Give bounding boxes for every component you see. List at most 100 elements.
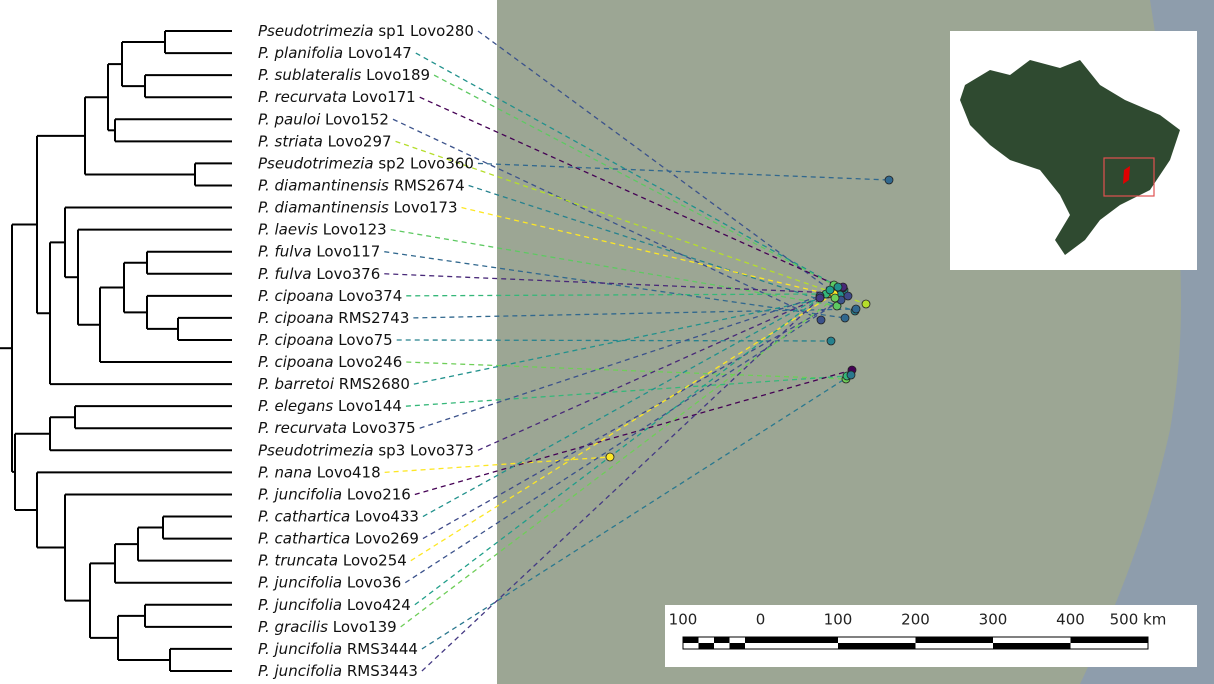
tip-label: P. pauloi Lovo152 — [258, 110, 389, 128]
scale-segment — [730, 643, 746, 649]
scale-segment — [993, 643, 1071, 649]
taxon-name: P. gracilis — [258, 617, 328, 635]
specimen: sp3 Lovo373 — [374, 441, 474, 459]
locality-point — [831, 294, 839, 302]
tip-label: P. gracilis Lovo139 — [258, 617, 397, 635]
taxon-name: P. recurvata — [258, 88, 347, 106]
scale-segment — [683, 637, 699, 643]
taxon-name: P. cipoana — [258, 330, 334, 348]
taxon-name: P. barretoi — [258, 375, 335, 393]
scale-label: 0 — [756, 611, 766, 629]
specimen: Lovo418 — [312, 463, 381, 481]
locality-point — [847, 371, 855, 379]
tip-label: P. diamantinensis RMS2674 — [258, 176, 465, 194]
locality-point — [841, 314, 849, 322]
tip-label: P. elegans Lovo144 — [258, 397, 402, 415]
specimen: Lovo433 — [350, 507, 419, 525]
taxon-name: P. fulva — [258, 242, 312, 260]
specimen: Lovo375 — [347, 419, 416, 437]
scale-bar: 1000100200300400500 km — [665, 605, 1197, 667]
scale-label: 400 — [1056, 611, 1085, 629]
taxon-name: Pseudotrimezia — [258, 22, 374, 40]
tip-label: Pseudotrimezia sp3 Lovo373 — [258, 441, 474, 459]
tip-label: P. recurvata Lovo375 — [258, 419, 416, 437]
taxon-name: P. pauloi — [258, 110, 321, 128]
specimen: Lovo376 — [312, 264, 381, 282]
tip-label: Pseudotrimezia sp2 Lovo360 — [258, 154, 474, 172]
taxon-name: P. truncata — [258, 551, 338, 569]
taxon-name: P. diamantinensis — [258, 198, 389, 216]
taxon-name: P. cipoana — [258, 353, 334, 371]
locality-point — [862, 300, 870, 308]
specimen: Lovo117 — [312, 242, 381, 260]
specimen: Lovo269 — [350, 529, 419, 547]
tip-label: P. recurvata Lovo171 — [258, 88, 416, 106]
locality-point — [816, 294, 824, 302]
scale-segment — [699, 643, 715, 649]
tip-label: P. barretoi RMS2680 — [258, 375, 410, 393]
taxon-name: P. diamantinensis — [258, 176, 389, 194]
tip-label: P. cipoana Lovo374 — [258, 286, 402, 304]
taxon-name: P. nana — [258, 463, 312, 481]
scale-segment — [838, 643, 916, 649]
taxon-name: P. juncifolia — [258, 595, 342, 613]
tip-label: P. sublateralis Lovo189 — [258, 66, 430, 84]
taxon-name: Pseudotrimezia — [258, 441, 374, 459]
tip-label: P. cipoana Lovo75 — [258, 330, 393, 348]
specimen: Lovo297 — [323, 132, 392, 150]
tip-label: P. cipoana Lovo246 — [258, 353, 402, 371]
specimen: Lovo424 — [342, 595, 411, 613]
tip-label: P. cathartica Lovo433 — [258, 507, 419, 525]
taxon-name: P. striata — [258, 132, 323, 150]
taxon-name: P. juncifolia — [258, 485, 342, 503]
specimen: RMS2680 — [334, 375, 410, 393]
scale-label: 200 — [901, 611, 930, 629]
specimen: Lovo139 — [328, 617, 397, 635]
specimen: Lovo246 — [334, 353, 403, 371]
taxon-name: P. juncifolia — [258, 573, 342, 591]
locality-point — [852, 305, 860, 313]
specimen: Lovo36 — [342, 573, 401, 591]
specimen: Lovo147 — [343, 44, 412, 62]
inset-map — [950, 31, 1197, 270]
specimen: sp2 Lovo360 — [374, 154, 474, 172]
tip-label: P. planifolia Lovo147 — [258, 44, 412, 62]
specimen: Lovo189 — [361, 66, 430, 84]
specimen: Lovo171 — [347, 88, 416, 106]
scale-segment — [916, 637, 994, 643]
locality-point — [827, 337, 835, 345]
scale-label: 100 — [669, 611, 698, 629]
tip-label: P. striata Lovo297 — [258, 132, 392, 150]
tip-label: P. juncifolia Lovo424 — [258, 595, 411, 613]
taxon-name: P. elegans — [258, 397, 333, 415]
scale-segment — [761, 637, 839, 643]
specimen: Lovo173 — [389, 198, 458, 216]
taxon-name: P. cipoana — [258, 286, 334, 304]
specimen: Lovo123 — [318, 220, 387, 238]
tip-label: P. juncifolia RMS3443 — [258, 662, 418, 680]
tip-label: P. fulva Lovo376 — [258, 264, 380, 282]
scale-segment — [745, 637, 761, 643]
taxon-name: P. juncifolia — [258, 662, 342, 680]
locality-point — [606, 453, 614, 461]
taxon-name: P. cathartica — [258, 529, 350, 547]
taxon-name: P. recurvata — [258, 419, 347, 437]
tip-label: P. cipoana RMS2743 — [258, 308, 409, 326]
locality-point — [817, 316, 825, 324]
scale-label: 300 — [979, 611, 1008, 629]
tip-label: P. juncifolia Lovo36 — [258, 573, 401, 591]
specimen: Lovo254 — [338, 551, 407, 569]
taxon-name: P. laevis — [258, 220, 318, 238]
specimen: RMS2674 — [389, 176, 465, 194]
tip-label: P. laevis Lovo123 — [258, 220, 387, 238]
tip-label: P. juncifolia RMS3444 — [258, 639, 418, 657]
taxon-name: Pseudotrimezia — [258, 154, 374, 172]
specimen: Lovo216 — [342, 485, 411, 503]
specimen: Lovo75 — [334, 330, 393, 348]
locality-point — [885, 176, 893, 184]
scale-label: 500 km — [1110, 611, 1167, 629]
tip-label: P. nana Lovo418 — [258, 463, 381, 481]
phylogeny — [0, 31, 232, 671]
tip-label: P. truncata Lovo254 — [258, 551, 407, 569]
